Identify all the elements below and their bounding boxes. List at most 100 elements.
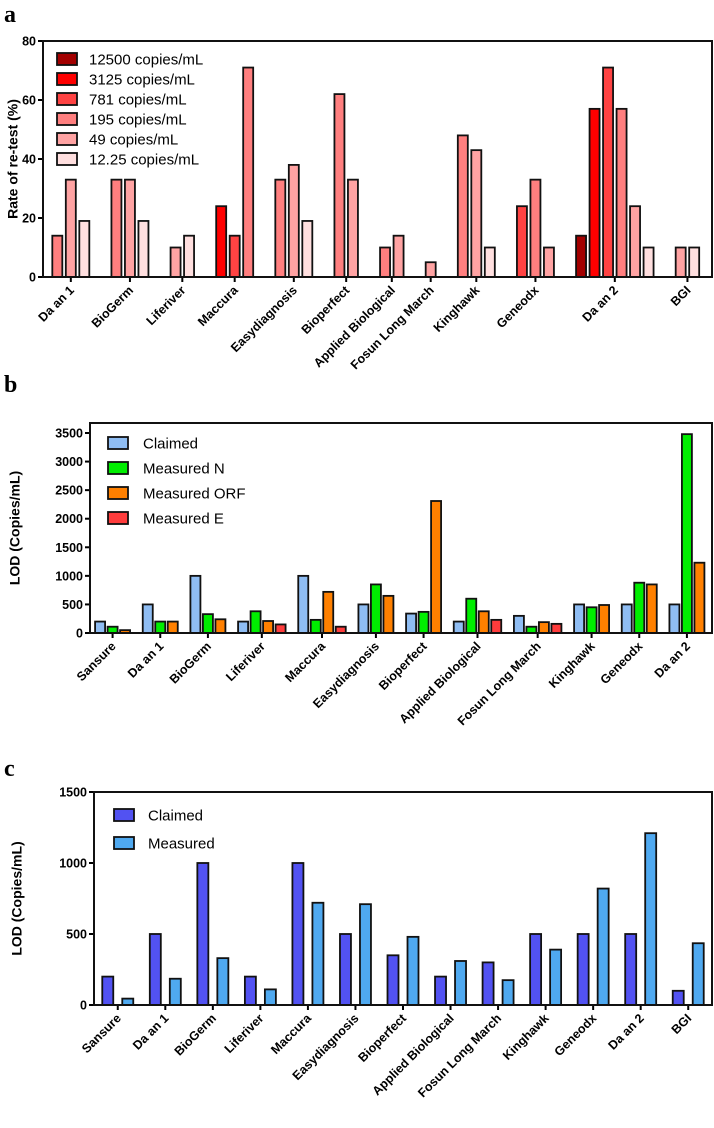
bar-claimed: [101, 975, 115, 1006]
bar-12500-copies-ml: [575, 234, 587, 278]
bar-measured: [501, 979, 515, 1006]
bar-12-25-copies-ml: [483, 246, 496, 278]
bar-claimed: [94, 620, 106, 634]
legend-label: Claimed: [148, 808, 203, 825]
legend-label: 49 copies/mL: [89, 132, 178, 149]
legend-label: 195 copies/mL: [89, 112, 187, 129]
legend-label: 3125 copies/mL: [89, 72, 195, 89]
legend: 12500 copies/mL 3125 copies/mL 781 copies/…: [56, 52, 203, 169]
y-tick-label: 20: [22, 212, 36, 226]
y-tick-label: 1500: [59, 786, 87, 800]
bar-claimed: [452, 620, 465, 634]
y-tick-label: 500: [66, 928, 87, 942]
x-tick-label: Sansure: [74, 639, 119, 684]
bar-measured-n: [633, 581, 646, 634]
bar-781-copies-ml: [602, 66, 614, 278]
bar-claimed: [196, 862, 210, 1006]
bar-claimed: [291, 862, 305, 1006]
x-tick-label: Geneodx: [494, 283, 542, 331]
bar-195-copies-ml: [274, 178, 287, 278]
bar-measured-n: [370, 583, 382, 634]
x-tick-label: Da an 2: [605, 1011, 646, 1052]
x-tick-label: Applied Biological: [370, 1011, 457, 1098]
bar-12-25-copies-ml: [183, 234, 195, 278]
bar-49-copies-ml: [64, 178, 77, 278]
bar-measured-orf: [430, 500, 442, 634]
bar-measured-n: [585, 606, 598, 634]
y-tick-label: 2000: [55, 512, 83, 526]
bar-measured-orf: [382, 594, 395, 634]
bar-195-copies-ml: [456, 134, 469, 278]
x-tick-label: Kinghawk: [431, 283, 483, 335]
bar-measured: [596, 887, 610, 1006]
bar-measured-e: [550, 622, 563, 634]
bar-claimed: [141, 603, 154, 634]
legend-swatch: [56, 52, 78, 66]
bar-measured: [263, 988, 277, 1006]
x-tick-label: BGI: [668, 283, 694, 309]
bar-claimed: [668, 603, 681, 634]
bar-measured-n: [309, 618, 322, 634]
bar-claimed: [297, 574, 310, 634]
x-tick-label: Liferiver: [223, 639, 268, 684]
bar-measured: [216, 957, 230, 1006]
bar-measured-n: [249, 610, 262, 634]
bar-49-copies-ml: [424, 261, 437, 278]
bar-claimed: [434, 975, 447, 1006]
bar-measured-orf: [322, 590, 335, 634]
bar-claimed: [357, 603, 370, 634]
legend-swatch: [56, 132, 78, 146]
y-tick-label: 0: [80, 999, 87, 1013]
bar-measured-n: [202, 613, 214, 634]
bar-claimed: [576, 933, 590, 1006]
bar-measured-orf: [262, 620, 274, 634]
bar-12-25-copies-ml: [688, 246, 701, 278]
panel-label-b: b: [4, 372, 17, 398]
bar-49-copies-ml: [674, 246, 687, 278]
x-tick-label: Da an 1: [130, 1011, 171, 1052]
bar-195-copies-ml: [333, 93, 346, 278]
legend-swatch: [56, 72, 78, 86]
chart-panel-b-lod-by-gene: 0 500 1000 1500 2000 2500 3000 3500 LOD (Copies/…: [7, 422, 713, 728]
bar-measured-n: [681, 433, 693, 634]
bar-195-copies-ml: [110, 178, 123, 278]
legend-swatch: [107, 461, 129, 475]
bar-measured-e: [274, 623, 287, 634]
y-tick-label: 500: [62, 598, 83, 612]
bar-781-copies-ml: [516, 205, 528, 278]
legend-label: Measured E: [143, 511, 224, 528]
bar-12-25-copies-ml: [137, 220, 150, 278]
x-tick-label: BioGerm: [167, 639, 214, 686]
bar-12-25-copies-ml: [301, 220, 314, 278]
bar-claimed: [671, 989, 685, 1006]
bar-195-copies-ml: [51, 234, 64, 278]
bar-claimed: [481, 961, 495, 1006]
x-tick-label: Sansure: [79, 1011, 124, 1056]
x-tick-label: Fosun Long March: [415, 1011, 504, 1100]
bar-measured-n: [154, 620, 167, 634]
x-tick-label: Da an 2: [652, 639, 693, 680]
bar-12-25-copies-ml: [78, 220, 91, 278]
y-tick-label: 40: [22, 153, 36, 167]
bar-measured-orf: [645, 583, 658, 634]
bar-49-copies-ml: [392, 234, 405, 278]
bar-claimed: [339, 933, 352, 1006]
x-tick-label: Geneodx: [552, 1011, 600, 1059]
bar-measured: [549, 948, 563, 1006]
legend-swatch: [107, 436, 129, 450]
legend-swatch: [56, 112, 78, 126]
x-tick-label: Bioperfect: [376, 639, 430, 693]
bar-3125-copies-ml: [588, 107, 601, 278]
legend-swatch: [113, 836, 135, 850]
bar-49-copies-ml: [287, 163, 300, 278]
x-tick-label: Da an 1: [36, 283, 77, 324]
bar-claimed: [529, 933, 543, 1006]
legend-swatch: [56, 92, 78, 106]
x-tick-label: BGI: [669, 1011, 695, 1037]
legend-label: 12500 copies/mL: [89, 52, 203, 69]
y-tick-label: 1500: [55, 541, 83, 555]
y-axis-label: LOD (Copies/mL): [7, 471, 23, 585]
bar-measured: [311, 901, 325, 1006]
